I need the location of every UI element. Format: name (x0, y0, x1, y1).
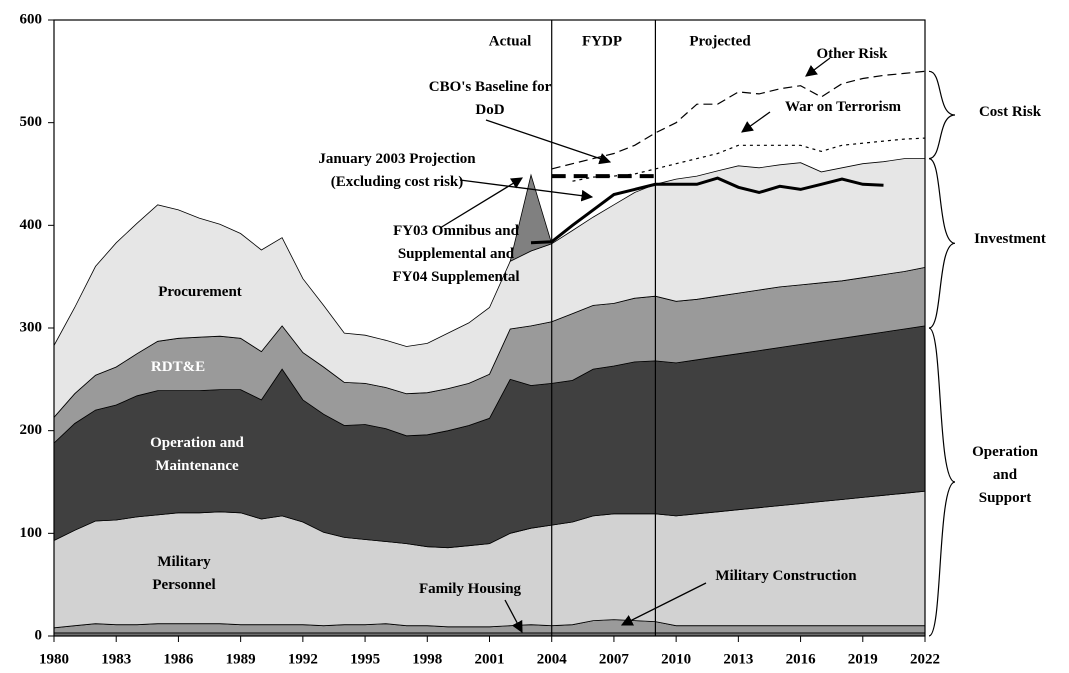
period-label: FYDP (582, 33, 622, 49)
axes: 0 100 200 300 400 500 600 1980 1983 1986 1989 1992 1… (20, 11, 956, 667)
annotation-arrow (459, 179, 594, 202)
bracket-label: Cost Risk (978, 104, 1042, 120)
period-label: Actual (489, 33, 532, 49)
x-tick-label: 1989 (226, 651, 256, 667)
lines (530, 70, 926, 245)
arrows (439, 57, 831, 634)
x-tick-label: 2010 (661, 651, 691, 667)
x-tick-label: 1992 (288, 651, 318, 667)
period-label: Projected (689, 33, 751, 49)
bracket-label: Operation and Support (972, 444, 1038, 506)
series-label: Military Personnel (152, 554, 216, 593)
bracket-label: Investment (974, 231, 1046, 247)
series-label: Operation and Maintenance (150, 435, 244, 474)
x-tick-label: 2001 (475, 651, 505, 667)
annotation-arrow (741, 111, 771, 133)
series-label: Family Housing (418, 581, 522, 597)
x-tick-label: 1980 (39, 651, 69, 667)
bracket (928, 158, 956, 329)
y-tick-label: 200 (20, 422, 43, 438)
annotation-arrow (504, 599, 523, 634)
y-tick-label: 600 (20, 11, 43, 27)
series-label: CBO's Baseline for DoD (428, 79, 552, 118)
series-label: Procurement (158, 284, 242, 300)
series-label: January 2003 Projection (Excluding cost … (318, 151, 476, 190)
y-tick-label: 100 (20, 525, 43, 541)
series-label: Other Risk (816, 46, 888, 62)
y-tick-label: 300 (20, 319, 43, 335)
series-label: Military Construction (715, 568, 857, 584)
y-tick-label: 0 (35, 627, 43, 643)
x-tick-label: 2019 (848, 651, 878, 667)
series-label: RDT&E (150, 359, 206, 375)
x-tick-label: 2004 (537, 651, 568, 667)
x-tick-label: 2007 (599, 651, 630, 667)
series-line (530, 176, 884, 245)
series-label: War on Terrorism (784, 99, 902, 115)
y-tick-label: 400 (20, 217, 43, 233)
x-tick-label: 2022 (910, 651, 940, 667)
bracket (928, 70, 956, 160)
x-tick-label: 2016 (786, 651, 817, 667)
annotation-arrow (805, 57, 831, 77)
areas (53, 158, 926, 637)
annotation-arrow (485, 119, 612, 165)
x-tick-label: 1995 (350, 651, 380, 667)
series-line (551, 70, 926, 170)
x-tick-label: 1986 (163, 651, 194, 667)
bracket (928, 327, 956, 637)
annotation-arrow (620, 582, 707, 626)
x-tick-label: 1998 (412, 651, 442, 667)
x-tick-label: 1983 (101, 651, 131, 667)
y-tick-label: 500 (20, 114, 43, 130)
x-tick-label: 2013 (723, 651, 753, 667)
series-label: FY03 Omnibus and Supplemental and FY04 S… (392, 223, 520, 285)
